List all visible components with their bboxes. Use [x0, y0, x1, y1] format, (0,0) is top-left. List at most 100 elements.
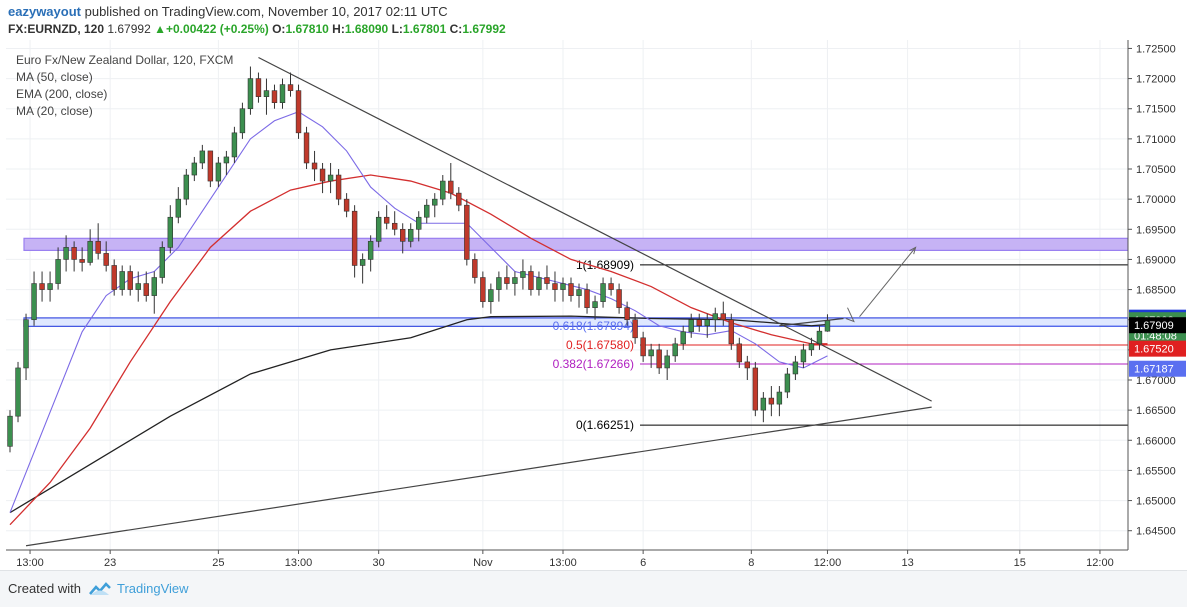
candle: [303, 126, 310, 170]
candle-body: [383, 216, 390, 224]
candle: [520, 259, 526, 290]
candle-body: [199, 150, 206, 164]
candle-body: [712, 313, 718, 321]
candle-body: [552, 283, 558, 290]
candle-body: [504, 277, 510, 284]
candle: [440, 175, 446, 206]
candle-body: [71, 247, 77, 260]
last-price: 1.67992: [107, 22, 151, 36]
legend-item: MA (20, close): [16, 104, 93, 118]
candle: [808, 337, 815, 356]
candle-body: [816, 330, 823, 345]
candle-body: [87, 241, 93, 263]
candle-body: [544, 277, 550, 284]
publish-info: published on TradingView.com, November 1…: [84, 4, 448, 19]
candle: [71, 241, 77, 272]
candle: [576, 283, 582, 308]
ema200-line: [9, 315, 828, 514]
y-tick-label: 1.64500: [1136, 526, 1176, 538]
chart-header: eazywayout published on TradingView.com,…: [0, 0, 1187, 40]
candle: [311, 150, 318, 182]
candle: [736, 337, 743, 368]
arrow-head-icon: [909, 246, 917, 255]
candle: [351, 205, 358, 278]
candle: [223, 150, 230, 176]
candle-body: [175, 198, 182, 218]
candle-body: [351, 210, 358, 266]
candle: [512, 271, 518, 296]
candle-body: [271, 90, 278, 103]
ma50-line: [9, 174, 828, 526]
candle: [55, 247, 61, 290]
footer: Created with TradingView: [0, 570, 1187, 607]
candle: [504, 265, 510, 290]
candle: [119, 265, 125, 296]
x-tick-label: 12:00: [814, 557, 842, 569]
price-chart[interactable]: 1(1.68909) 0.618(1.67894) 0.5(1.67580) 0.38…: [0, 40, 1187, 570]
fib-label: 1(1.68909): [576, 258, 634, 272]
candle-body: [207, 150, 214, 182]
candle-body: [311, 162, 318, 170]
candle-body: [720, 313, 726, 321]
author-link[interactable]: eazywayout: [8, 4, 81, 19]
price-tag-label: 01:48:08: [1134, 330, 1177, 342]
open-value: 1.67810: [285, 22, 329, 36]
candle-body: [568, 283, 574, 296]
y-tick-label: 1.66000: [1136, 435, 1176, 447]
candle-body: [143, 283, 149, 296]
tradingview-link[interactable]: TradingView: [117, 581, 189, 596]
candle: [488, 283, 494, 314]
candle: [432, 193, 438, 218]
x-tick-label: 15: [1014, 557, 1026, 569]
candle-body: [103, 253, 109, 266]
candle-body: [688, 319, 694, 333]
candle-body: [319, 168, 326, 182]
candle-body: [464, 204, 470, 260]
candle-body: [400, 228, 406, 242]
candle-body: [55, 259, 61, 284]
x-tick-label: 23: [104, 557, 116, 569]
candle: [87, 229, 93, 266]
candle: [175, 187, 182, 224]
close-label: C:: [449, 22, 463, 36]
candle-body: [183, 174, 190, 200]
candle: [704, 313, 710, 338]
x-tick-label: 8: [748, 557, 754, 569]
candle-body: [279, 84, 286, 103]
candle: [135, 271, 141, 302]
candle: [103, 241, 109, 272]
candle-body: [672, 343, 678, 357]
candle: [23, 313, 29, 380]
candle: [143, 271, 149, 302]
candle: [359, 253, 366, 284]
candle: [664, 349, 670, 380]
candle: [247, 66, 254, 115]
candle: [7, 410, 13, 453]
publish-line: eazywayout published on TradingView.com,…: [8, 4, 448, 19]
candle: [391, 211, 398, 236]
candle-body: [359, 259, 366, 266]
candle: [600, 277, 606, 308]
candle: [568, 277, 574, 302]
candle: [319, 162, 326, 194]
candle: [712, 307, 718, 332]
candle-body: [95, 241, 101, 254]
candle-body: [231, 132, 238, 158]
candle: [383, 205, 390, 230]
x-tick-label: 12:00: [1086, 557, 1114, 569]
x-tick-label: 13:00: [285, 557, 313, 569]
candle: [39, 271, 45, 302]
candle-body: [335, 174, 342, 200]
price-tag: [1129, 340, 1186, 357]
y-tick-label: 1.70000: [1136, 194, 1176, 206]
candle: [191, 156, 198, 182]
candle-body: [239, 108, 246, 134]
x-tick-label: 6: [640, 557, 646, 569]
candle: [768, 386, 775, 417]
candle-body: [215, 162, 222, 182]
open-label: O:: [272, 22, 286, 36]
price-tag-label: 1.67187: [1134, 364, 1174, 376]
candle-body: [704, 319, 710, 327]
candle-body: [263, 90, 270, 97]
candle: [151, 271, 157, 314]
